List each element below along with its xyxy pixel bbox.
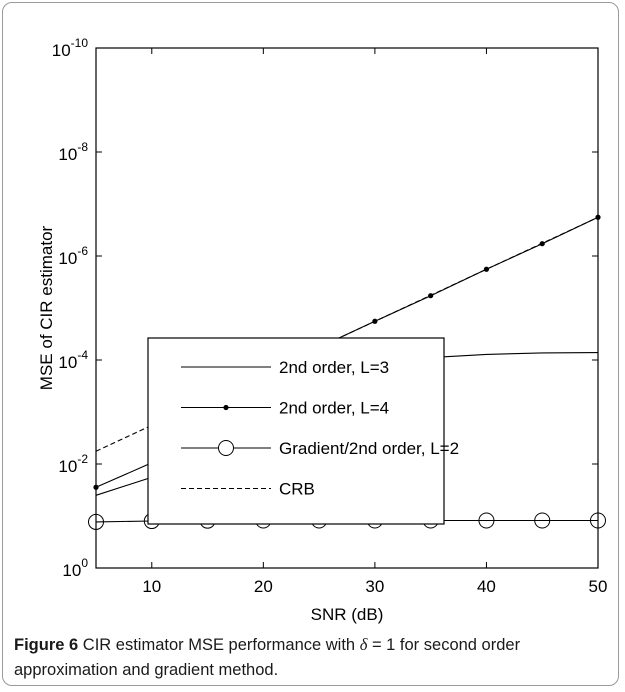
chart: 10 20 30 40 50 100 10-2 10-4 10-6 10-8 10-10 SNR (… [37, 36, 608, 624]
legend-marker [223, 404, 229, 411]
data-point [590, 512, 606, 529]
x-tick-label: 40 [477, 577, 496, 596]
x-tick-label: 50 [589, 577, 608, 596]
y-axis-label: MSE of CIR estimator [37, 225, 56, 390]
y-tick-label: 100 [62, 556, 88, 580]
caption-text-after: = 1 for second order approximation and g… [14, 636, 521, 679]
ticks: 10 20 30 40 50 100 10-2 10-4 10-6 10-8 10-10 [52, 36, 608, 596]
figure-frame [2, 2, 619, 686]
legend-label: CRB [279, 480, 315, 499]
figure-caption: Figure 6 CIR estimator MSE performance w… [14, 632, 610, 683]
data-point [478, 512, 495, 529]
data-point [93, 484, 99, 490]
caption-label: Figure 6 [14, 636, 79, 654]
y-tick-label: 10-8 [58, 140, 88, 164]
legend-label: 2nd order, L=4 [279, 399, 389, 418]
y-tick-label: 10-10 [52, 36, 89, 60]
data-point [483, 266, 490, 272]
legend-marker [218, 440, 234, 456]
x-tick-label: 30 [365, 577, 384, 596]
plot-area [95, 47, 599, 569]
y-tick-label: 10-4 [58, 348, 88, 372]
data-point [534, 512, 551, 529]
caption-symbol: δ [359, 635, 368, 654]
caption-text-before: CIR estimator MSE performance with [78, 636, 360, 654]
y-tick-label: 10-2 [58, 452, 88, 476]
legend-label: Gradient/2nd order, L=2 [279, 439, 459, 458]
legend-label: 2nd order, L=3 [279, 358, 389, 377]
legend-box [147, 337, 445, 525]
x-axis-label: SNR (dB) [311, 605, 384, 624]
x-tick-label: 10 [142, 577, 161, 596]
x-tick-label: 20 [254, 577, 273, 596]
legend: 2nd order, L=3 2nd order, L=4 Gradient/2nd… [147, 337, 459, 525]
data-point [595, 214, 601, 220]
data-point [88, 513, 104, 530]
y-tick-label: 10-6 [58, 244, 88, 268]
